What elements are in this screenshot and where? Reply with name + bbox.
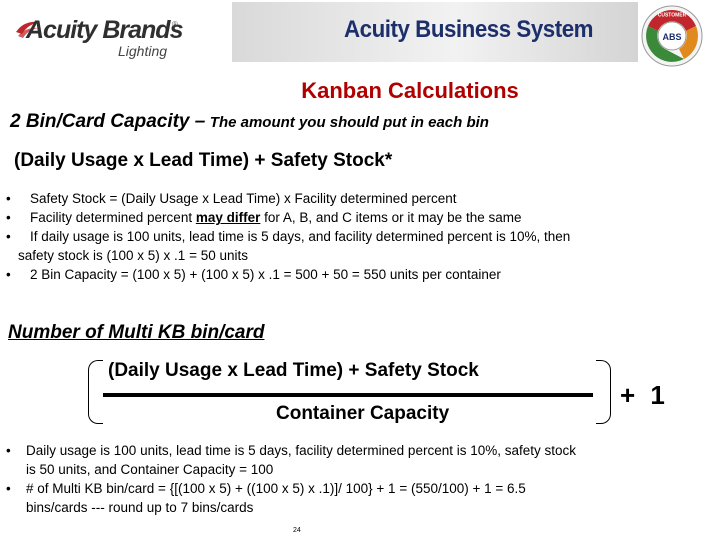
logo-brand-text: Acuity Brands	[26, 16, 183, 44]
bullet-text-line1: If daily usage is 100 units, lead time i…	[30, 229, 571, 244]
header: Acuity Brands ® Lighting Acuity Business…	[0, 0, 720, 68]
bullet-text-line1: Daily usage is 100 units, lead time is 5…	[26, 443, 577, 458]
list-item: • # of Multi KB bin/card = {[(100 x 5) +…	[6, 479, 706, 517]
bullet-dot: •	[6, 229, 11, 244]
list-item: • Daily usage is 100 units, lead time is…	[6, 441, 706, 479]
list-item: • If daily usage is 100 units, lead time…	[6, 227, 706, 246]
trademark-mark: ®	[172, 20, 178, 29]
bullet-dot: •	[6, 191, 11, 206]
emphasis-text: may differ	[195, 210, 261, 225]
bullet-dot: •	[6, 481, 11, 496]
page-number: 24	[293, 527, 301, 534]
seal-center-text: ABS	[662, 32, 681, 42]
bullet-text-line2: is 50 units, and Container Capacity = 10…	[26, 462, 274, 477]
bullet-text: Safety Stock = (Daily Usage x Lead Time)…	[30, 191, 457, 206]
acuity-brands-logo: Acuity Brands ® Lighting	[14, 12, 184, 60]
plus-one: + 1	[620, 380, 665, 410]
fraction-denominator: Container Capacity	[276, 403, 450, 424]
list-item: • Safety Stock = (Daily Usage x Lead Tim…	[6, 189, 706, 208]
capacity-formula: (Daily Usage x Lead Time) + Safety Stock…	[14, 150, 393, 171]
capacity-label: 2 Bin/Card Capacity –	[10, 111, 206, 132]
logo-sub-text: Lighting	[118, 43, 168, 59]
fraction-numerator: (Daily Usage x Lead Time) + Safety Stock	[108, 360, 479, 381]
bullet-text-after: for A, B, and C items or it may be the s…	[260, 210, 522, 225]
list-item-continuation: safety stock is (100 x 5) x .1 = 50 unit…	[6, 246, 706, 265]
left-bracket	[88, 360, 103, 424]
list-item: • Facility determined percent may differ…	[6, 208, 706, 227]
bullet-dot: •	[6, 267, 11, 282]
bullet-text-line2: safety stock is (100 x 5) x .1 = 50 unit…	[18, 248, 248, 263]
capacity-bullet-list: • Safety Stock = (Daily Usage x Lead Tim…	[6, 189, 706, 284]
seal-top-text: CUSTOMER	[658, 13, 687, 19]
capacity-description: The amount you should put in each bin	[209, 114, 489, 131]
bullet-text-line1: # of Multi KB bin/card = {[(100 x 5) + (…	[26, 481, 526, 496]
bullet-text: 2 Bin Capacity = (100 x 5) + (100 x 5) x…	[30, 267, 501, 282]
multi-bullet-list: • Daily usage is 100 units, lead time is…	[6, 441, 706, 517]
right-bracket	[596, 360, 611, 424]
banner-background	[232, 2, 638, 62]
bullet-text-line2: bins/cards --- round up to 7 bins/cards	[26, 500, 254, 515]
fraction-bar	[103, 393, 593, 397]
multi-kb-heading: Number of Multi KB bin/card	[8, 322, 265, 343]
swoosh-icon	[16, 21, 40, 38]
bullet-text-before: Facility determined percent	[30, 210, 196, 225]
list-item: • 2 Bin Capacity = (100 x 5) + (100 x 5)…	[6, 265, 706, 284]
capacity-heading: 2 Bin/Card Capacity – The amount you sho…	[10, 111, 489, 133]
page-title: Kanban Calculations	[301, 78, 519, 103]
abs-seal-icon: CUSTOMER ABS	[641, 5, 703, 67]
banner-title: Acuity Business System	[344, 16, 594, 43]
bullet-dot: •	[6, 443, 11, 458]
bullet-dot: •	[6, 210, 11, 225]
